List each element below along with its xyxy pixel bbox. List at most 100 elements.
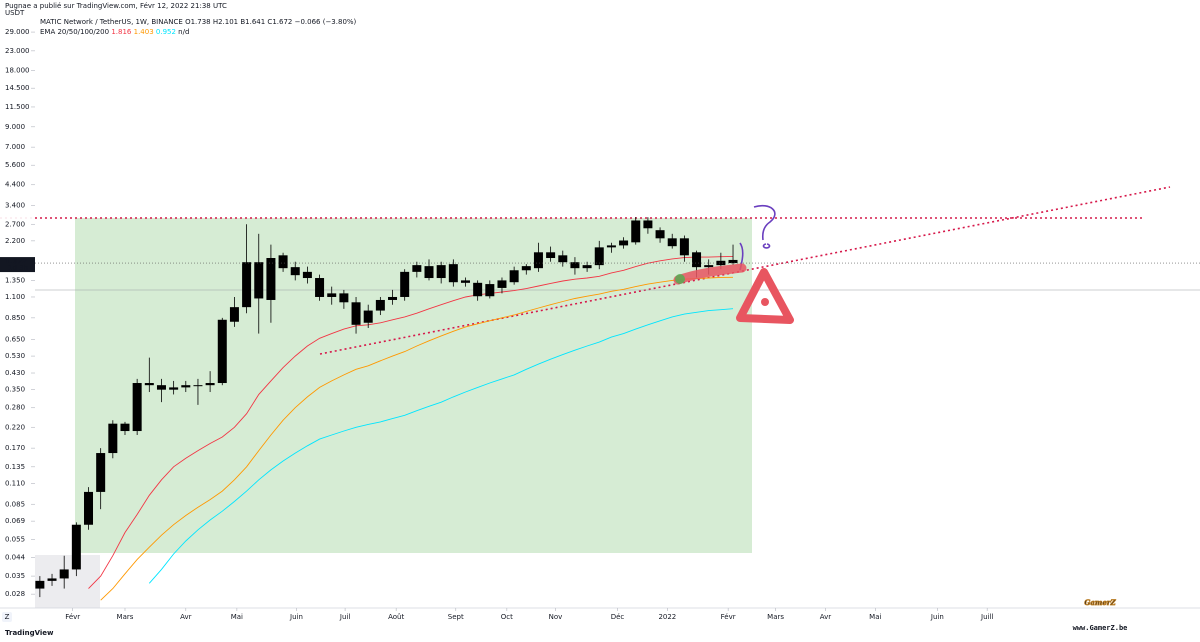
candle-body	[692, 252, 702, 268]
y-tick-label: 9.000	[5, 123, 25, 131]
y-tick-label: 3.400	[5, 202, 25, 210]
watermark-url: www.GamerZ.be	[1073, 624, 1128, 632]
candle-body	[497, 280, 507, 288]
axis-button[interactable]	[2, 612, 12, 622]
brand: TradingView	[5, 629, 54, 637]
candle-body	[327, 293, 337, 297]
y-tick-label: 0.069	[5, 517, 25, 525]
x-tick-label: 2022	[658, 613, 676, 621]
x-tick-label: Juill	[980, 613, 993, 621]
candle-body	[448, 264, 458, 283]
candle-body	[716, 260, 726, 266]
y-tick-label: 2.200	[5, 237, 25, 245]
y-tick-label: 0.220	[5, 423, 25, 431]
candle-body	[509, 270, 519, 283]
y-tick-label: 18.000	[5, 67, 30, 75]
ohlc-text: O1.738 H2.101 B1.641 C1.672 −0.066 (−3.8…	[185, 18, 356, 26]
y-tick-label: 14.500	[5, 84, 30, 92]
candle-body	[570, 262, 580, 269]
candle-body	[533, 252, 543, 269]
candle-body	[558, 255, 568, 263]
candle-body	[217, 319, 227, 384]
candle-body	[108, 423, 118, 454]
x-tick-label: Août	[388, 613, 404, 621]
candle-body	[229, 307, 239, 322]
x-tick-label: Juin	[289, 613, 303, 621]
candle-body	[679, 238, 689, 256]
candle-body	[546, 252, 556, 259]
y-tick-label: 4.400	[5, 181, 25, 189]
candle-body	[388, 296, 398, 300]
candle-body	[205, 383, 215, 386]
candle-body	[59, 569, 69, 579]
x-tick-label: Mars	[117, 613, 134, 621]
candle-body	[242, 262, 252, 308]
y-tick-label: 23.000	[5, 47, 30, 55]
y-tick-label: 0.028	[5, 590, 25, 598]
indicator-title: EMA 20/50/100/200	[40, 28, 109, 36]
candle-body	[351, 302, 361, 325]
candle-body	[606, 245, 616, 248]
y-tick-label: 0.350	[5, 386, 25, 394]
candle-body	[266, 258, 276, 300]
published: Pugnae a publié sur TradingView.com, Fév…	[5, 2, 227, 10]
candle-body	[181, 385, 191, 388]
axis-button-label[interactable]: Z	[5, 613, 10, 621]
candle-body	[169, 387, 179, 390]
x-tick-label: Mars	[767, 613, 784, 621]
x-tick-label: Mai	[869, 613, 881, 621]
ema-line	[88, 255, 734, 589]
y-tick-label: 0.280	[5, 404, 25, 412]
candle-body	[436, 265, 446, 279]
y-tick-label: 1.350	[5, 276, 25, 284]
candle-body	[96, 453, 106, 492]
y-tick-label: 0.110	[5, 479, 25, 487]
candle-body	[84, 491, 94, 525]
candle-body	[485, 284, 495, 297]
candle-body	[302, 271, 312, 279]
candle-body	[655, 230, 665, 239]
y-tick-label: 11.500	[5, 103, 30, 111]
plot	[35, 217, 1200, 601]
candle-body	[424, 266, 434, 279]
y-tick-label: 2.700	[5, 220, 25, 228]
watermark: GamerZ	[1084, 598, 1116, 607]
x-tick-label: Juil	[339, 613, 350, 621]
ema-line	[148, 308, 734, 584]
candle-body	[363, 310, 373, 323]
candle-body	[375, 299, 385, 311]
candle-body	[400, 271, 410, 297]
candle-body	[132, 383, 142, 432]
candle-body	[643, 220, 653, 229]
y-tick-label: 0.044	[5, 554, 26, 562]
warning-dot	[761, 298, 769, 306]
candle-body	[631, 220, 641, 243]
x-tick-label: Déc	[611, 613, 625, 621]
y-tick-label: 0.430	[5, 369, 25, 377]
y-tick-label: 0.135	[5, 463, 25, 471]
y-tick-label: 1.100	[5, 293, 25, 301]
x-axis-bg	[0, 608, 1200, 642]
candle-body	[120, 423, 130, 432]
candle-body	[339, 293, 349, 303]
x-tick-label: Mai	[231, 613, 243, 621]
x-tick-label: Févr	[65, 613, 80, 621]
candle-body	[278, 255, 288, 269]
indicator-legend: EMA 20/50/100/200 1.816 1.403 0.952 n/d	[40, 28, 189, 36]
candle-body	[193, 385, 203, 387]
y-tick-label: 29.000	[5, 28, 30, 36]
price-tag	[0, 257, 35, 273]
candle-body	[71, 524, 81, 570]
candle-body	[412, 265, 422, 272]
candle-body	[156, 385, 166, 390]
y-axis-bg	[0, 0, 35, 608]
indicator-value: 0.952	[156, 28, 176, 36]
candle-body	[144, 383, 154, 386]
candle-body	[254, 262, 264, 299]
y-tick-label: 0.055	[5, 536, 25, 544]
y-tick-label: 7.000	[5, 143, 25, 151]
y-tick-label: 0.850	[5, 314, 25, 322]
x-tick-label: Sept	[448, 613, 464, 621]
y-tick-label: 0.035	[5, 572, 25, 580]
